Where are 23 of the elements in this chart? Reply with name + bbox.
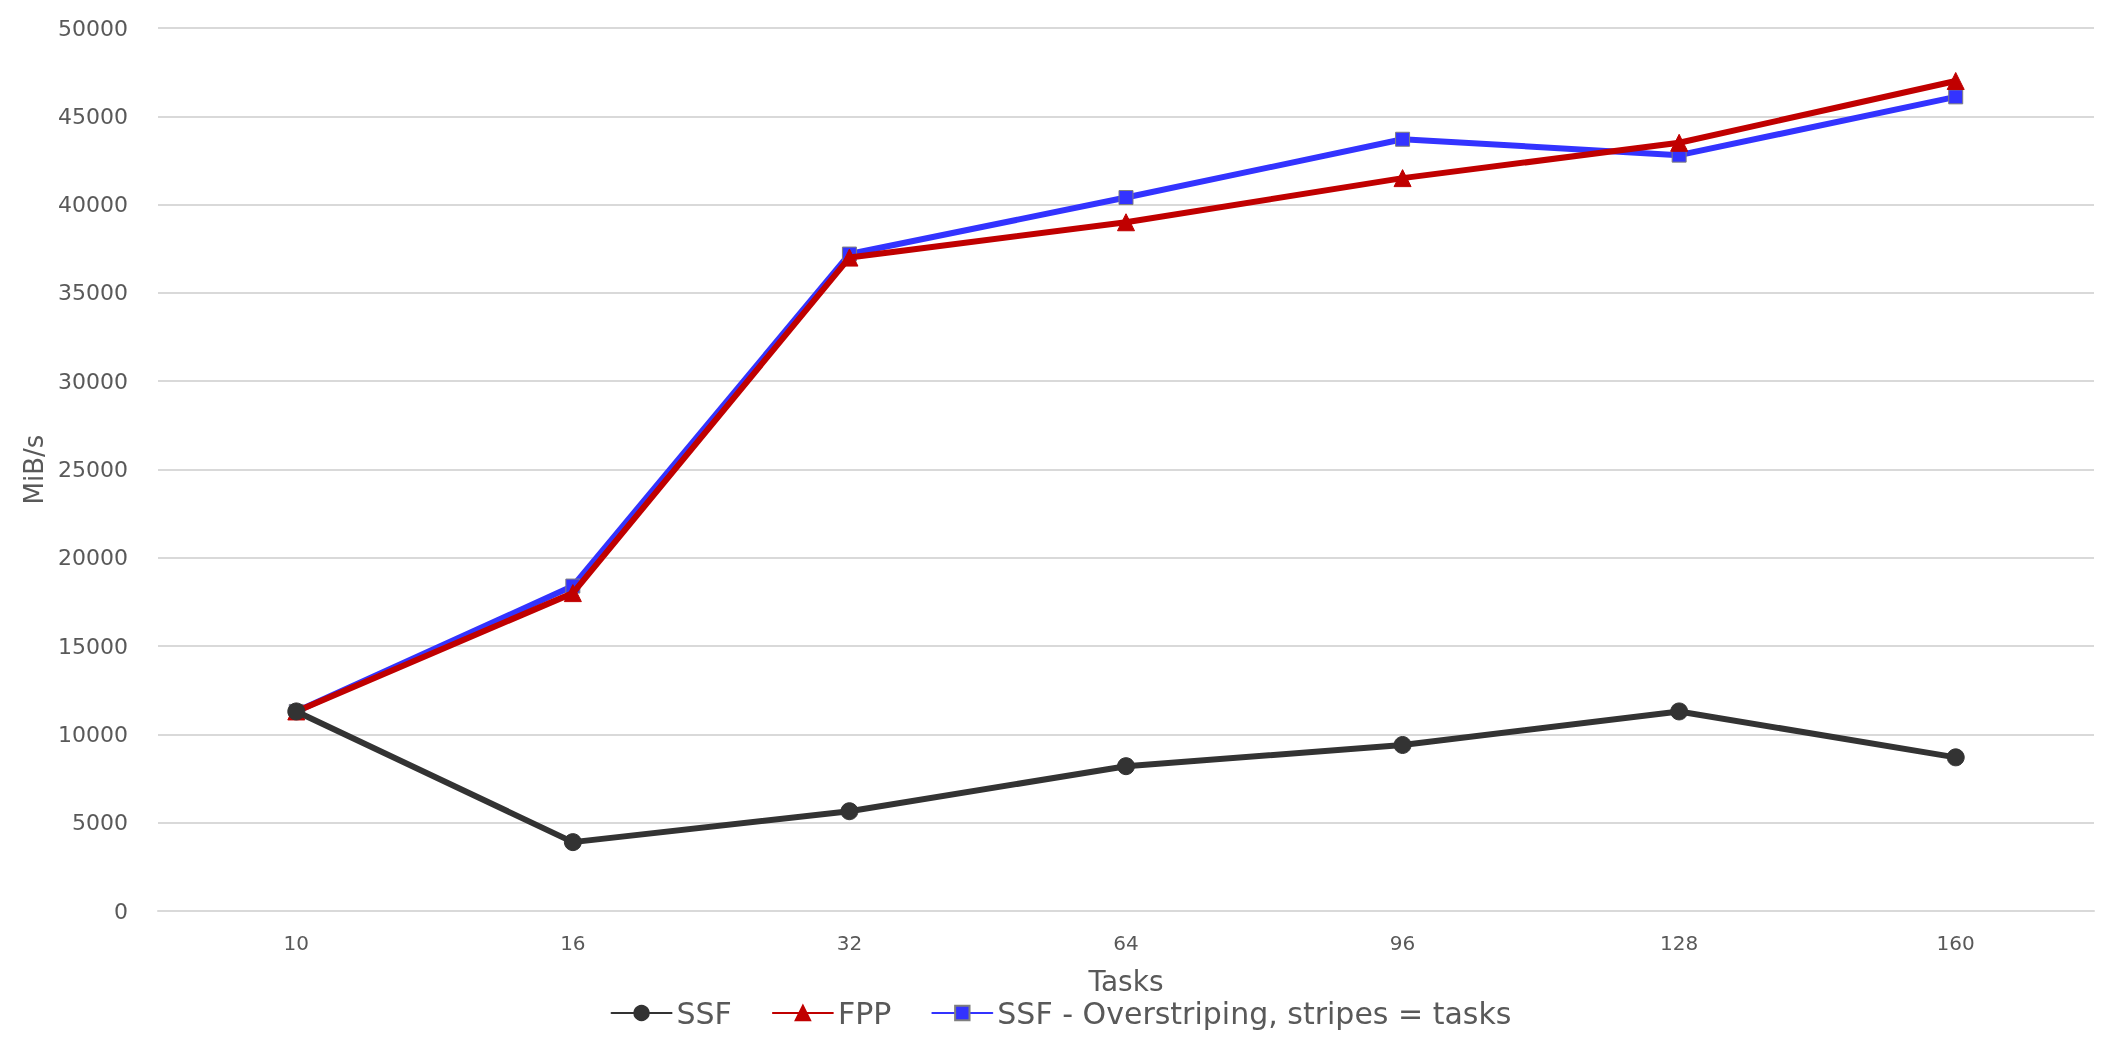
y-tick-label: 50000 (58, 15, 128, 41)
legend-label: FPP (837, 995, 892, 1031)
x-tick-label: 128 (1660, 931, 1699, 955)
y-tick-label: 10000 (58, 721, 128, 747)
y-tick-label: 25000 (58, 457, 128, 482)
x-tick-label: 96 (1389, 931, 1416, 955)
x-tick-label: 16 (560, 931, 586, 955)
legend-label: SSF - Overstriping, stripes = tasks (997, 995, 1512, 1031)
y-tick-label: 5000 (72, 810, 128, 836)
legend-label: SSF (676, 995, 732, 1031)
x-tick-label: 160 (1936, 931, 1975, 955)
y-tick-label: 15000 (58, 633, 128, 659)
x-tick-label: 32 (836, 931, 863, 955)
x-tick-label: 10 (283, 931, 310, 955)
x-axis-title: Tasks (1087, 964, 1164, 998)
y-tick-label: 35000 (58, 280, 128, 306)
y-tick-label: 40000 (58, 192, 128, 218)
y-tick-label: 20000 (58, 545, 128, 571)
x-tick-label: 64 (1113, 931, 1139, 955)
y-axis-title: MiB/s (19, 434, 50, 505)
y-tick-label: 45000 (58, 103, 128, 129)
y-tick-label: 0 (114, 898, 128, 924)
y-tick-label: 30000 (58, 368, 128, 394)
